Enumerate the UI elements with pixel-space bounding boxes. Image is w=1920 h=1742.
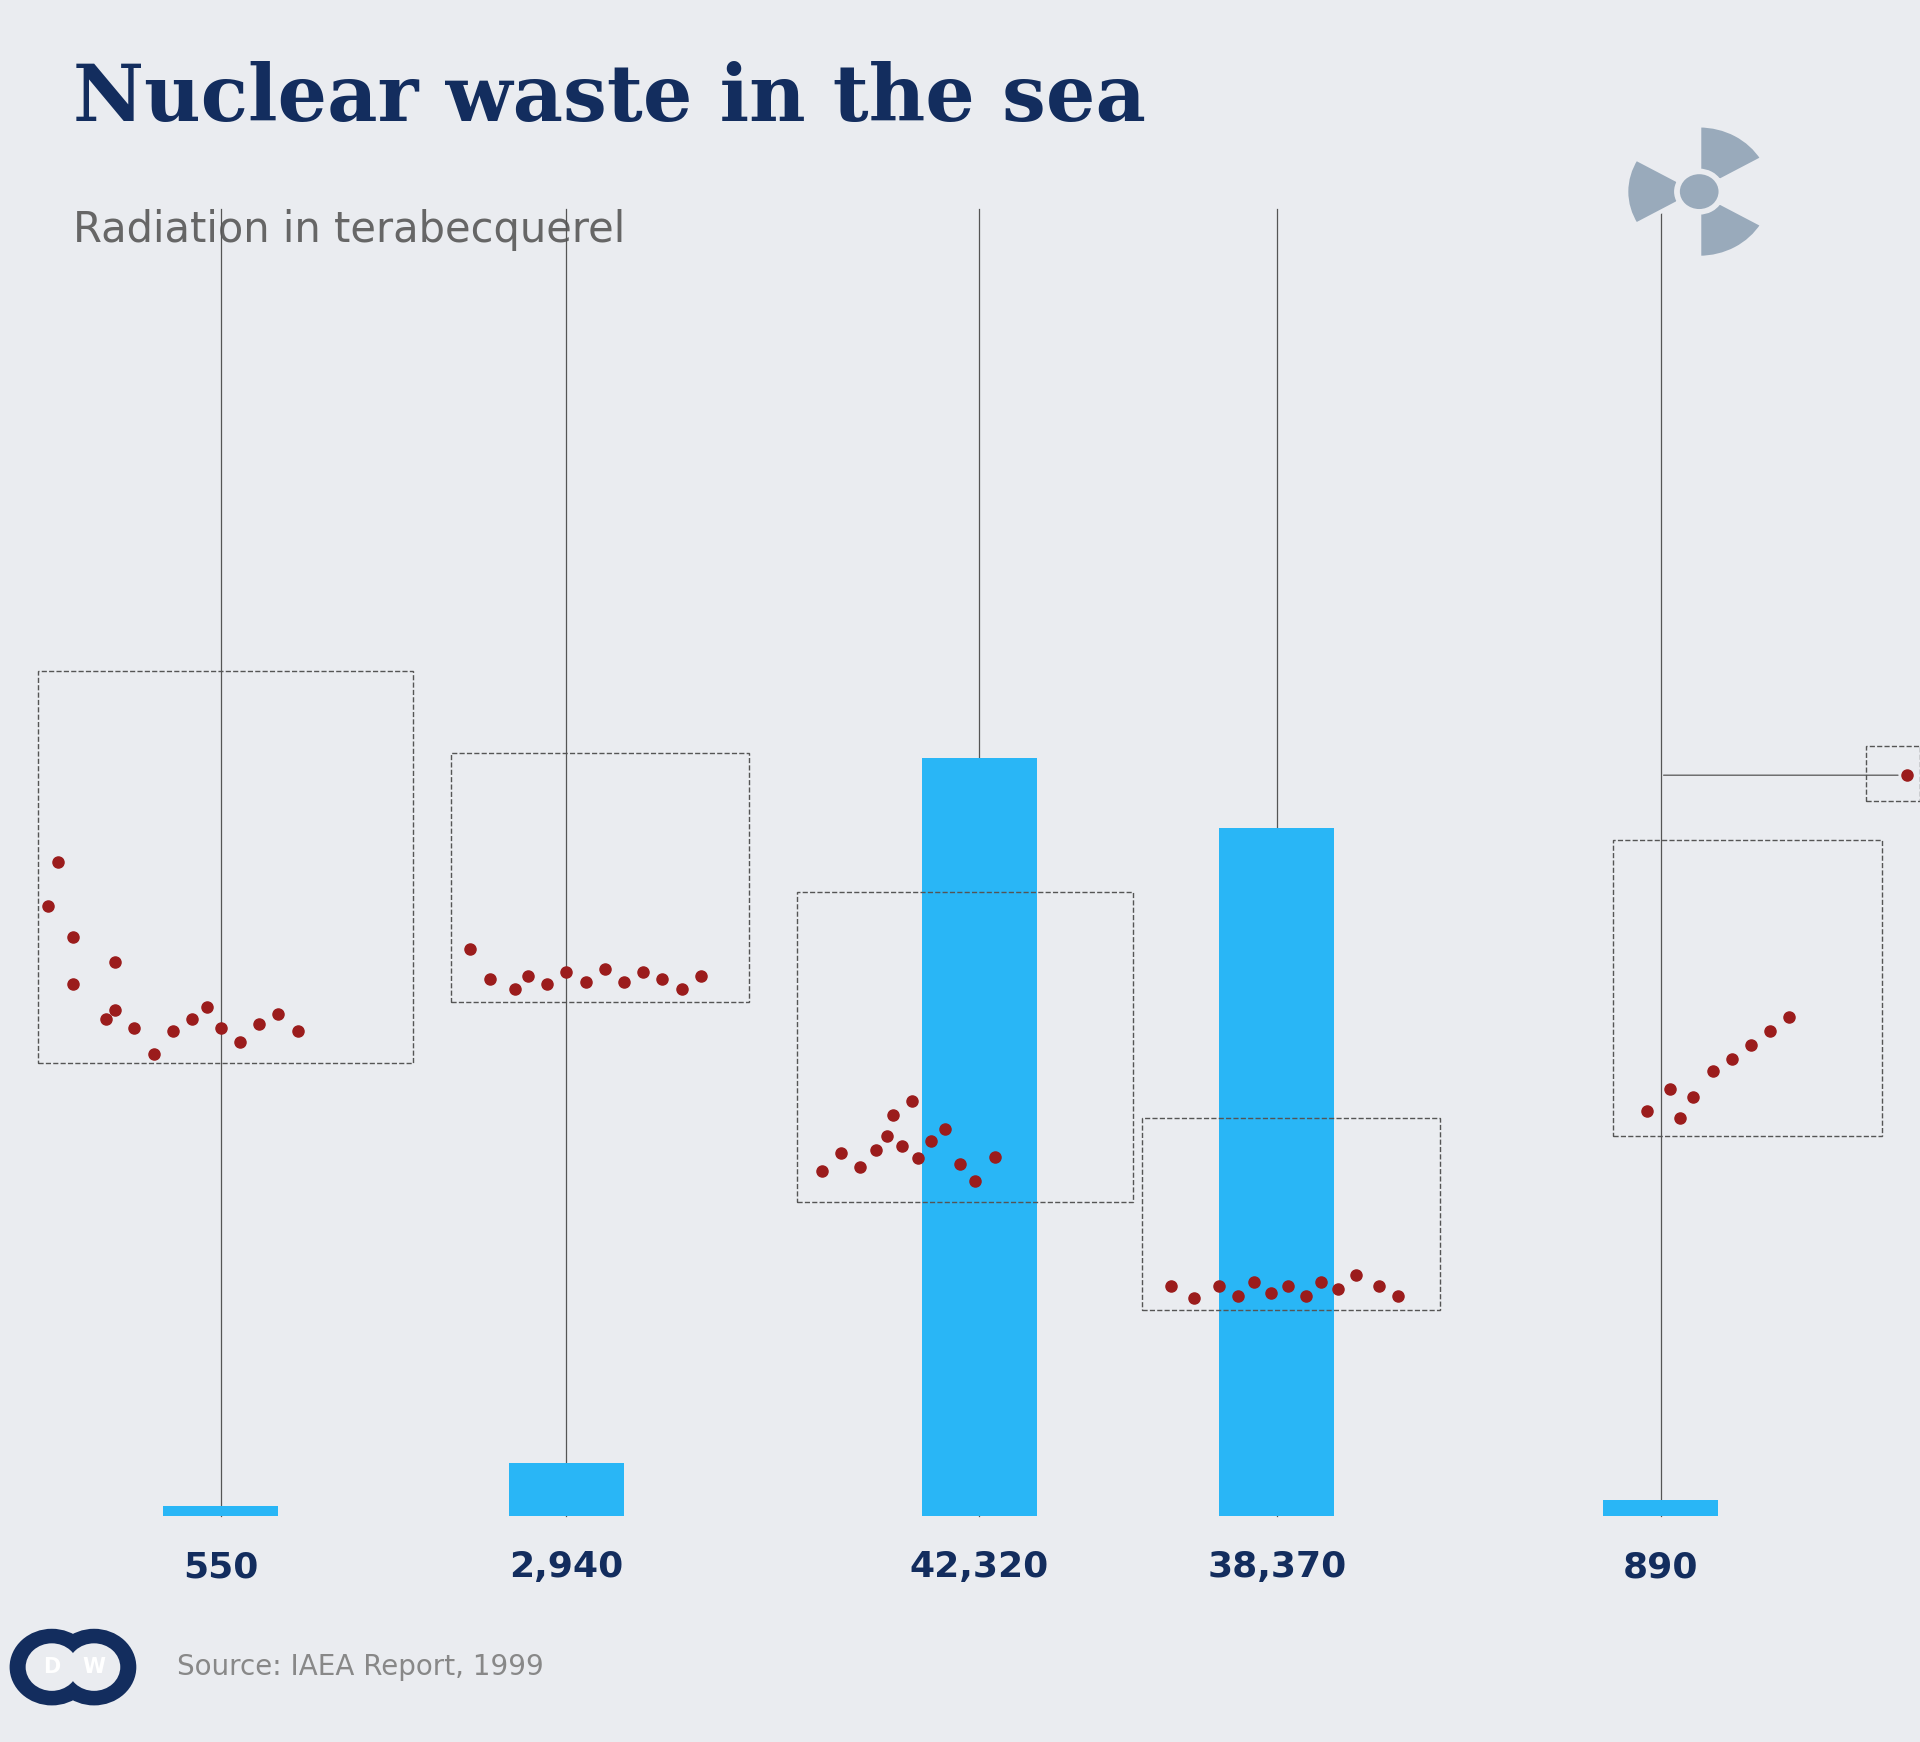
Bar (1866, 746, 1920, 801)
Bar (1142, 1118, 1440, 1310)
Circle shape (10, 1629, 94, 1705)
Text: Radiation in terabecquerel: Radiation in terabecquerel (73, 209, 626, 251)
Wedge shape (1699, 202, 1763, 258)
Wedge shape (1699, 125, 1763, 181)
Bar (1603, 1500, 1718, 1516)
Text: W: W (83, 1657, 106, 1678)
Text: Source: IAEA Report, 1999: Source: IAEA Report, 1999 (177, 1653, 543, 1681)
Bar (797, 892, 1133, 1202)
Text: Nuclear waste in the sea: Nuclear waste in the sea (73, 61, 1146, 138)
Circle shape (1678, 172, 1720, 211)
Bar (922, 758, 1037, 1516)
Text: 2,940: 2,940 (509, 1550, 624, 1585)
Circle shape (67, 1643, 121, 1691)
Circle shape (52, 1629, 136, 1705)
Bar (1219, 829, 1334, 1516)
Bar (509, 1463, 624, 1516)
Text: 550: 550 (182, 1550, 259, 1585)
Text: 890: 890 (1622, 1550, 1699, 1585)
Text: 42,320: 42,320 (910, 1550, 1048, 1585)
Bar (163, 1505, 278, 1516)
Bar (38, 671, 413, 1063)
Bar (1613, 840, 1882, 1136)
Text: 38,370: 38,370 (1208, 1550, 1346, 1585)
Bar (451, 753, 749, 1002)
Circle shape (25, 1643, 79, 1691)
Text: D: D (44, 1657, 60, 1678)
Wedge shape (1626, 159, 1680, 225)
